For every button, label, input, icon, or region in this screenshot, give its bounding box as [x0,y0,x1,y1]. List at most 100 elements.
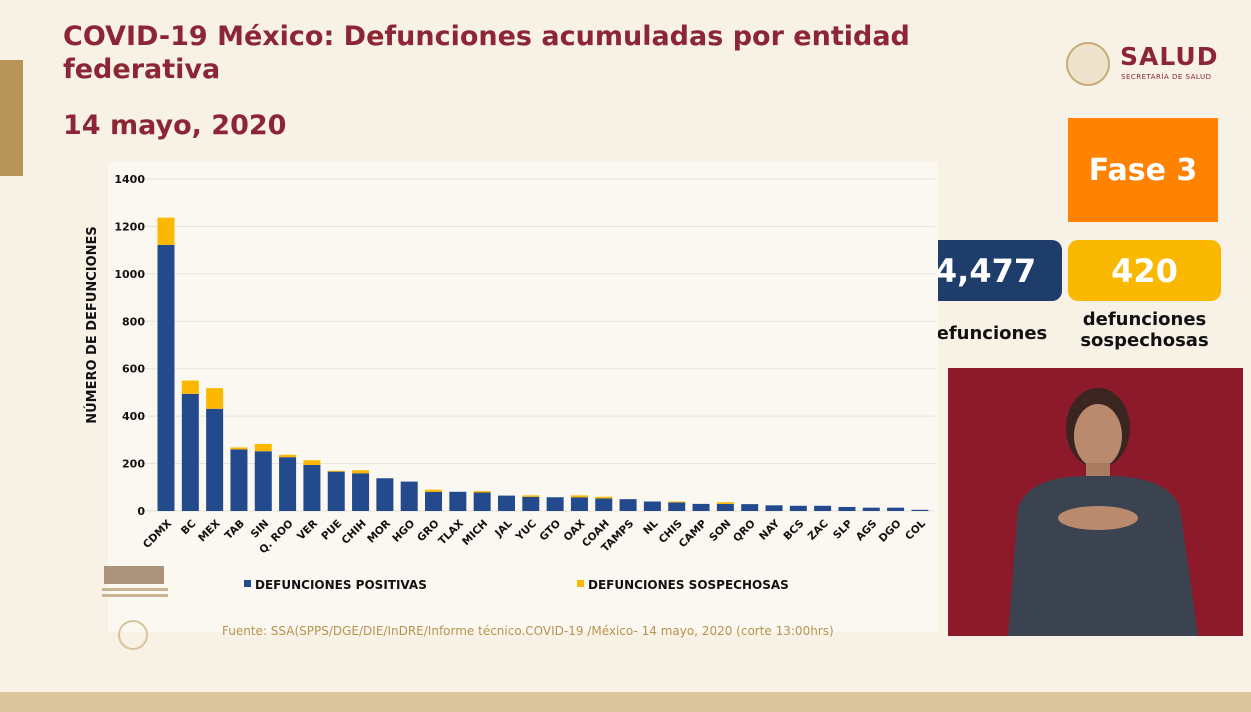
x-tick-label: HGO [390,518,417,545]
bar-positive-tlax [449,491,467,511]
bar-positive-chih [352,473,370,511]
footer-bar [0,692,1251,712]
bar-suspected-chis [668,501,686,503]
bar-positive-camp [692,503,710,511]
y-tick-label: 1400 [114,173,145,186]
x-tick-label: BCS [781,518,806,543]
page-date: 14 mayo, 2020 [63,110,287,141]
logo-name: SALUD [1120,42,1219,71]
bar-suspected-qroo [279,454,297,458]
small-seal-icon [118,620,148,650]
x-tick-label: GTO [537,518,563,544]
interpreter-silhouette [1008,388,1198,636]
x-tick-label: TLAX [436,518,466,548]
bar-positive-zac [814,505,832,511]
bar-suspected-cdmx [157,217,175,245]
bar-positive-col [911,509,929,511]
y-tick-label: 600 [122,363,145,376]
legend-label-suspected: DEFUNCIONES SOSPECHOSAS [588,578,789,592]
bar-positive-dgo [887,507,905,511]
bar-suspected-coah [595,496,613,499]
legend-swatch-positive [244,580,251,587]
bar-positive-tab [230,449,248,511]
y-axis-label: NÚMERO DE DEFUNCIONES [84,226,100,424]
bar-positive-chis [668,502,686,511]
deaths-label: defunciones [923,323,1048,344]
bar-positive-oax [570,497,588,511]
bar-positive-nay [765,505,783,511]
bar-suspected-gro [425,489,443,492]
x-tick-label: YUC [513,517,539,543]
bar-positive-slp [838,506,856,511]
bar-positive-tamps [619,499,637,511]
bar-positive-coah [595,498,613,511]
bar-positive-mich [473,492,491,511]
x-tick-label: BC [179,517,199,537]
suspected-label-line2: sospechosas [1080,330,1209,351]
sign-language-interpreter-video [948,368,1243,636]
x-tick-label: CHIH [340,518,369,547]
x-tick-label: SLP [831,517,855,541]
source-note: Fuente: SSA(SPPS/DGE/DIE/InDRE/Informe t… [222,624,834,638]
x-tick-label: AGS [854,518,880,544]
y-tick-label: 0 [137,505,145,518]
x-tick-label: MICH [460,518,490,548]
bar-positive-yuc [522,496,540,511]
x-tick-label: CDMX [141,518,174,551]
bar-positive-mor [376,478,394,511]
decorative-gold-bar [0,60,23,176]
bar-suspected-mich [473,491,491,493]
bar-positive-ags [862,507,880,511]
heroes-emblem [100,560,170,600]
bar-suspected-pue [327,470,345,472]
y-tick-label: 1000 [114,268,145,281]
y-tick-label: 800 [122,315,145,328]
suspected-deaths-label: defunciones sospechosas [1068,309,1221,351]
bar-positive-qroo [279,457,297,511]
x-tick-label: MOR [365,518,393,546]
national-seal-icon [1066,42,1110,86]
x-tick-label: MEX [196,518,223,545]
x-tick-label: CAMP [677,517,710,550]
bar-positive-cdmx [157,244,175,511]
bar-positive-nl [643,501,661,511]
bar-positive-gto [546,497,564,511]
x-tick-label: COL [903,517,928,542]
x-tick-label: NAY [757,517,782,542]
bar-positive-pue [327,471,345,511]
suspected-deaths-count: 420 [1068,240,1221,301]
bar-positive-bc [181,393,199,511]
bar-positive-hgo [400,481,418,511]
x-tick-label: NL [641,517,661,537]
bar-suspected-bc [181,380,199,394]
chart-background [108,162,938,632]
bar-suspected-son [716,502,734,504]
x-tick-label: TAB [223,518,247,542]
bar-positive-ver [303,464,321,511]
bar-suspected-oax [570,495,588,498]
bar-suspected-tab [230,447,248,450]
bar-positive-jal [497,495,515,511]
bar-positive-qro [741,504,759,511]
logo-subtitle: SECRETARÍA DE SALUD [1121,73,1212,81]
suspected-label-line1: defunciones [1082,309,1207,330]
bar-suspected-mex [206,388,224,409]
bar-suspected-yuc [522,495,540,497]
x-tick-label: DGO [877,518,904,545]
x-tick-label: SON [707,518,733,544]
x-tick-label: ZAC [806,517,831,542]
legend-label-positive: DEFUNCIONES POSITIVAS [255,578,427,592]
phase-badge: Fase 3 [1068,118,1218,222]
page-title: COVID-19 México: Defunciones acumuladas … [63,21,910,85]
bar-suspected-chih [352,470,370,474]
x-tick-label: VER [295,518,320,543]
bar-positive-sin [254,451,272,511]
salud-logo: SALUD SECRETARÍA DE SALUD [1066,40,1226,90]
legend-swatch-suspected [577,580,584,587]
bar-suspected-ver [303,460,321,465]
y-tick-label: 400 [122,410,145,423]
bar-suspected-sin [254,443,272,452]
x-tick-label: JAL [492,517,515,540]
y-tick-label: 1200 [114,220,145,233]
